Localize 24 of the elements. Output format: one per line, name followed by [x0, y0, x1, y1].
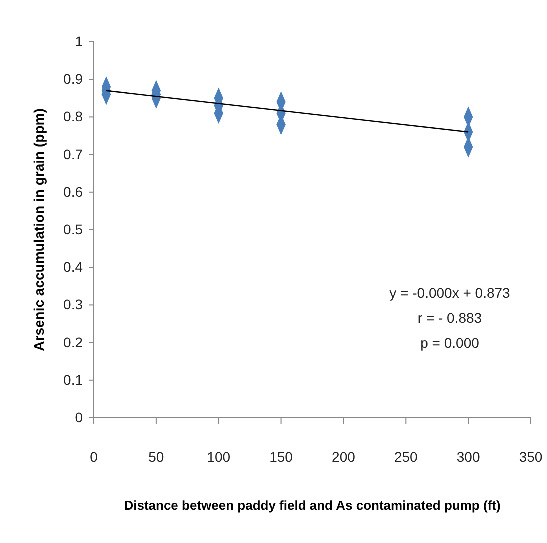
annotation: r = - 0.883: [418, 310, 482, 326]
y-tick-label: 1: [75, 33, 84, 50]
y-tick-label: 0.2: [64, 334, 84, 350]
x-tick-label: 100: [207, 448, 231, 465]
y-tick-label: 0.5: [64, 221, 84, 238]
y-tick-label: 0: [75, 409, 84, 426]
annotation: y = -0.000x + 0.873: [390, 285, 511, 301]
x-tick-label: 350: [519, 448, 543, 465]
x-axis-title: Distance between paddy field and As contaminated pump (ft): [124, 498, 501, 513]
x-tick-label: 250: [394, 448, 418, 465]
y-axis-title: Arsenic accumulation in grain (ppm): [31, 108, 47, 352]
y-tick-label: 0.1: [64, 372, 84, 388]
y-tick-label: 0.4: [64, 259, 84, 276]
x-tick-label: 200: [332, 448, 356, 465]
y-tick-label: 0.9: [64, 71, 84, 88]
x-tick-label: 300: [456, 448, 480, 465]
y-tick-label: 0.8: [64, 108, 84, 125]
x-tick-label: 50: [148, 448, 164, 465]
y-tick-label: 0.3: [64, 296, 84, 313]
annotation: p = 0.000: [420, 335, 480, 351]
x-tick-label: 150: [270, 448, 294, 465]
y-tick-label: 0.7: [64, 146, 84, 162]
x-tick-label: 0: [90, 448, 98, 465]
y-tick-label: 0.6: [64, 184, 84, 200]
